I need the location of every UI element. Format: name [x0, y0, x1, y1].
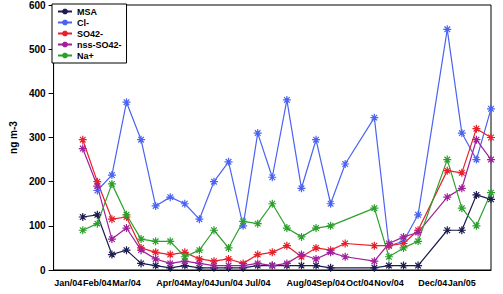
svg-text:Aug/04: Aug/04 — [286, 278, 316, 288]
svg-text:Jun/04: Jun/04 — [214, 278, 243, 288]
svg-text:Jul/04: Jul/04 — [245, 278, 271, 288]
svg-text:Sep/04: Sep/04 — [316, 278, 345, 288]
svg-text:400: 400 — [29, 88, 46, 99]
svg-text:0: 0 — [40, 265, 46, 276]
svg-text:Nov/04: Nov/04 — [374, 278, 404, 288]
svg-text:May/04: May/04 — [184, 278, 214, 288]
svg-text:500: 500 — [29, 44, 46, 55]
svg-text:Cl-: Cl- — [77, 18, 89, 28]
svg-text:SO42-: SO42- — [77, 29, 103, 39]
svg-text:600: 600 — [29, 0, 46, 11]
svg-text:ng m-3: ng m-3 — [8, 121, 19, 154]
svg-text:Mar/04: Mar/04 — [112, 278, 141, 288]
svg-text:Jan/04: Jan/04 — [54, 278, 82, 288]
svg-text:Feb/04: Feb/04 — [83, 278, 112, 288]
svg-text:Oct/04: Oct/04 — [346, 278, 374, 288]
svg-text:MSA: MSA — [77, 7, 98, 17]
svg-text:300: 300 — [29, 132, 46, 143]
svg-text:200: 200 — [29, 176, 46, 187]
svg-text:Apr/04: Apr/04 — [156, 278, 184, 288]
svg-text:Na+: Na+ — [77, 51, 94, 61]
svg-text:nss-SO42-: nss-SO42- — [77, 40, 122, 50]
svg-text:Dec/04: Dec/04 — [418, 278, 447, 288]
svg-text:100: 100 — [29, 220, 46, 231]
svg-text:Jan/05: Jan/05 — [448, 278, 476, 288]
